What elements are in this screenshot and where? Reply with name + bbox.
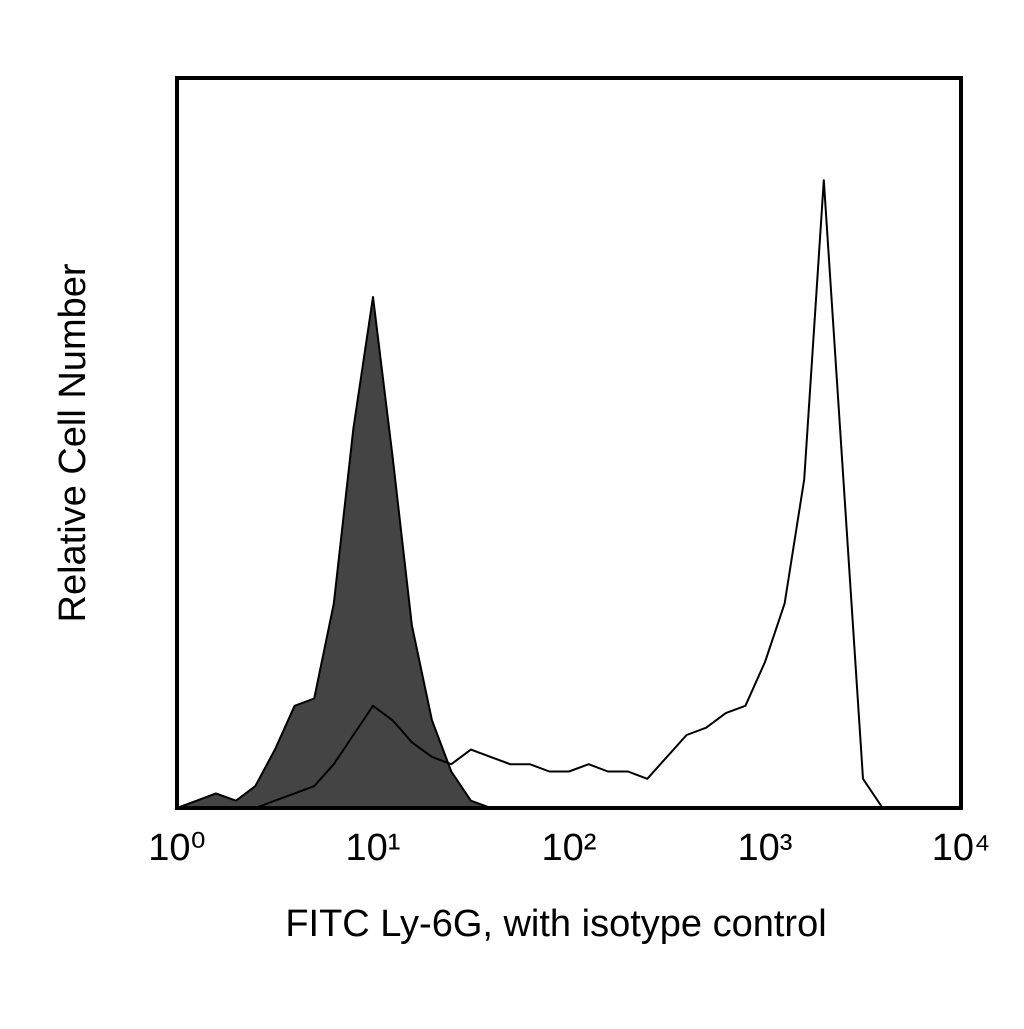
histogram-line (177, 179, 884, 809)
x-tick-label: 10³ (738, 827, 793, 869)
x-tick-label: 10¹ (346, 827, 401, 869)
x-tick-label: 10⁴ (932, 827, 991, 869)
x-tick-label: 10⁰ (148, 827, 206, 869)
x-axis-label: FITC Ly-6G, with isotype control (285, 903, 826, 945)
y-axis-label: Relative Cell Number (52, 263, 94, 622)
x-tick-label: 10² (542, 827, 597, 869)
histogram-area (176, 296, 884, 809)
plot-frame (175, 76, 963, 810)
